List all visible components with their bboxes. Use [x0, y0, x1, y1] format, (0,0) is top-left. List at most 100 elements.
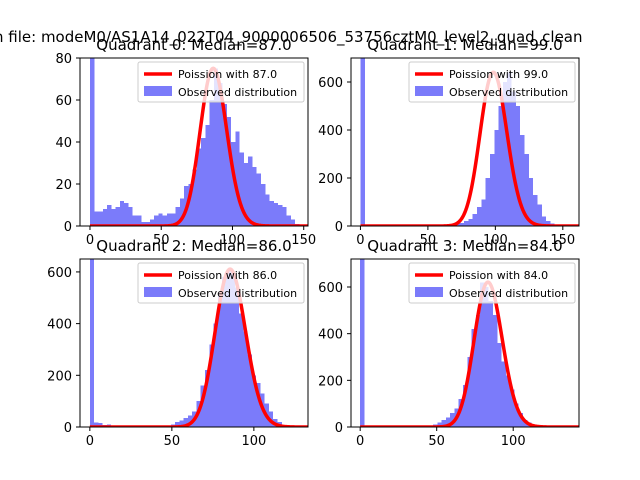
legend-hist-swatch — [415, 287, 443, 297]
y-tick-label: 200 — [318, 172, 343, 187]
y-tick-label: 400 — [318, 328, 343, 343]
histogram-bar — [166, 213, 172, 226]
histogram-bar — [179, 198, 185, 226]
histogram-bar — [458, 399, 464, 427]
histogram-bar — [243, 331, 248, 427]
x-tick-label: 100 — [241, 434, 266, 449]
legend-hist-swatch — [144, 86, 172, 96]
y-tick-label: 200 — [318, 374, 343, 389]
histogram-bar — [463, 385, 468, 427]
histogram-bar — [498, 106, 503, 226]
histogram-bar — [230, 271, 235, 427]
histogram-bar — [541, 216, 547, 226]
legend-hist-swatch — [144, 287, 172, 297]
axes-frame — [350, 57, 580, 227]
histogram-bar — [282, 207, 287, 226]
y-tick-label: 0 — [64, 421, 72, 436]
histogram-bar — [175, 207, 180, 226]
histogram-bar — [162, 215, 167, 226]
legend-hist-label: Observed distribution — [449, 86, 568, 99]
histogram-bar — [273, 202, 279, 226]
histogram-bar — [459, 223, 465, 226]
y-tick-label: 0 — [335, 220, 343, 235]
histogram-bar — [290, 219, 296, 226]
histogram-bar — [200, 385, 205, 427]
histogram-bar — [481, 199, 486, 226]
histogram-bar — [209, 344, 214, 427]
histogram-bar — [286, 215, 291, 226]
axes-frame — [350, 258, 580, 428]
histogram-bar — [480, 282, 485, 427]
legend-hist-label: Observed distribution — [449, 287, 568, 300]
legend-hist-label: Observed distribution — [178, 86, 297, 99]
legend-poisson-label: Poission with 99.0 — [449, 68, 548, 81]
histogram-bar — [187, 415, 193, 427]
y-tick-label: 40 — [55, 136, 72, 151]
x-tick-label: 0 — [356, 233, 364, 248]
x-tick-label: 150 — [291, 233, 316, 248]
histogram-bar — [360, 58, 365, 226]
y-tick-label: 20 — [55, 178, 72, 193]
histogram-bar — [450, 413, 455, 427]
histogram-bar — [98, 211, 103, 226]
x-tick-label: 150 — [550, 233, 575, 248]
histogram-bar — [175, 421, 180, 427]
histogram-bar — [493, 315, 498, 427]
histogram-bar — [537, 204, 542, 226]
y-tick-label: 80 — [55, 52, 72, 67]
histogram-bar — [235, 131, 240, 226]
x-tick-label: 50 — [428, 434, 445, 449]
poisson-curve — [88, 267, 308, 427]
x-tick-label: 0 — [356, 434, 364, 449]
legend-box — [137, 61, 305, 103]
histogram-bar — [471, 329, 476, 427]
histogram-bar — [201, 137, 206, 226]
x-tick-label: 50 — [420, 233, 437, 248]
histogram-bar — [154, 215, 159, 226]
figure-suptitle: n file: modeM0/AS1A14_022T04_9000006506_… — [0, 28, 583, 47]
quadrant-panel-1: 0 50 100 150 0 200 400 600 Quadrant 1: Median=99… — [318, 36, 580, 248]
panel-title: Quadrant 2: Median=86.0 — [96, 237, 291, 255]
histogram-bar — [477, 206, 482, 226]
histogram-bar — [102, 209, 108, 226]
quadrant-panel-3: 0 50 100 0 200 400 600 Quadrant 3: Median=84.0 P… — [318, 237, 580, 449]
histogram-bar — [209, 100, 214, 226]
y-tick-label: 600 — [318, 281, 343, 296]
x-tick-label: 100 — [483, 233, 508, 248]
panel-title: Quadrant 1: Median=99.0 — [367, 36, 562, 54]
axes-frame — [79, 258, 309, 428]
histogram-bar — [204, 370, 210, 427]
histogram-bar — [501, 361, 506, 427]
histogram-bar — [226, 269, 231, 427]
histogram-bar — [360, 259, 365, 427]
plot-area — [359, 259, 579, 427]
x-tick-label: 50 — [164, 434, 181, 449]
y-tick-label: 400 — [318, 124, 343, 139]
histogram-bar — [222, 277, 227, 427]
legend-poisson-label: Poission with 86.0 — [178, 269, 277, 282]
y-tick-label: 400 — [47, 318, 72, 333]
histogram-bar — [251, 375, 257, 427]
legend-poisson-label: Poission with 87.0 — [178, 68, 277, 81]
histogram-bar — [137, 215, 142, 226]
histogram-bar — [234, 287, 240, 427]
histogram-bar — [98, 423, 103, 427]
histogram-bar — [128, 207, 133, 226]
histogram-bar — [248, 156, 253, 226]
histogram-bar — [89, 58, 95, 226]
histogram-bar — [179, 420, 184, 427]
y-tick-label: 200 — [47, 369, 72, 384]
histogram-bar — [107, 205, 112, 226]
histogram-bar — [89, 259, 95, 427]
histogram-bar — [115, 207, 120, 226]
histogram-bar — [489, 154, 495, 226]
histogram-bar — [467, 357, 472, 427]
histogram-bar — [188, 184, 193, 226]
histogram-bar — [145, 221, 150, 226]
legend-hist-swatch — [415, 86, 443, 96]
histogram-bar — [505, 375, 511, 427]
legend-box — [408, 262, 576, 304]
histogram-bar — [278, 205, 283, 226]
histogram-bar — [111, 209, 116, 226]
